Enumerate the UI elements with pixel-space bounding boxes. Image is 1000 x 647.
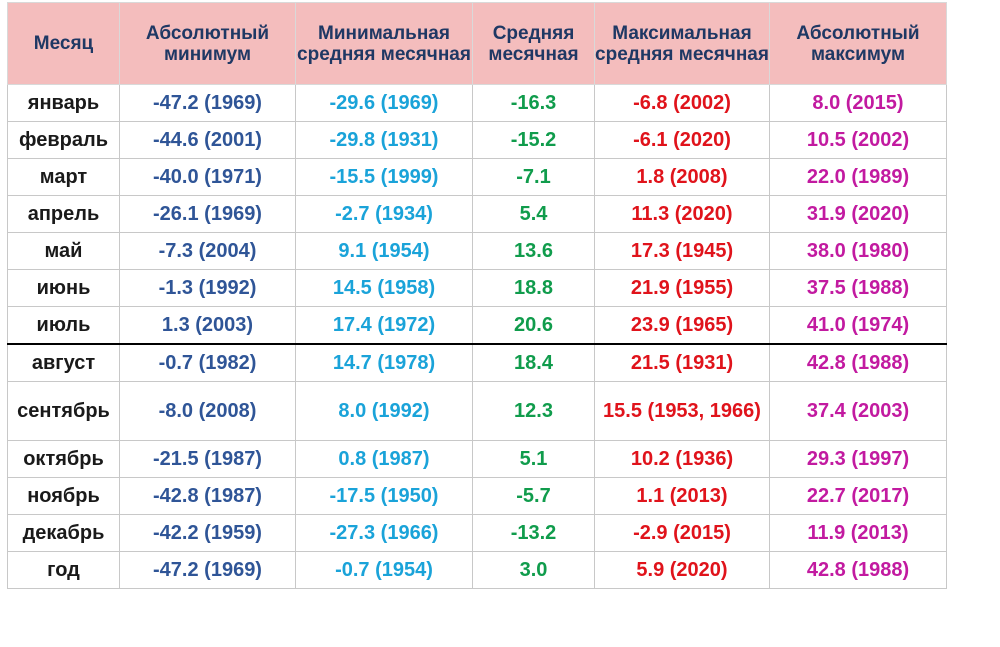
min-avg-cell: -17.5 (1950) xyxy=(295,477,473,515)
absolute-max-cell: 38.0 (1980) xyxy=(769,232,947,270)
month-cell: август xyxy=(7,343,120,382)
absolute-min-cell: -42.8 (1987) xyxy=(119,477,296,515)
absolute-max-cell: 31.9 (2020) xyxy=(769,195,947,233)
absolute-min-cell: -1.3 (1992) xyxy=(119,269,296,307)
absolute-min-cell: -0.7 (1982) xyxy=(119,343,296,382)
min-avg-cell: -15.5 (1999) xyxy=(295,158,473,196)
min-avg-cell: -27.3 (1966) xyxy=(295,514,473,552)
max-avg-cell: 17.3 (1945) xyxy=(594,232,770,270)
month-cell: июнь xyxy=(7,269,120,307)
min-avg-cell: 0.8 (1987) xyxy=(295,440,473,478)
table-row: январь -47.2 (1969) -29.6 (1969) -16.3 -… xyxy=(7,84,947,122)
absolute-min-cell: -42.2 (1959) xyxy=(119,514,296,552)
avg-cell: -15.2 xyxy=(472,121,595,159)
absolute-min-cell: -8.0 (2008) xyxy=(119,381,296,441)
table-row: март -40.0 (1971) -15.5 (1999) -7.1 1.8 … xyxy=(7,158,947,196)
absolute-max-cell: 10.5 (2002) xyxy=(769,121,947,159)
avg-cell: 18.8 xyxy=(472,269,595,307)
max-avg-cell: 21.9 (1955) xyxy=(594,269,770,307)
table-row: год -47.2 (1969) -0.7 (1954) 3.0 5.9 (20… xyxy=(7,551,947,589)
avg-cell: 12.3 xyxy=(472,381,595,441)
absolute-min-cell: -47.2 (1969) xyxy=(119,551,296,589)
absolute-min-cell: -26.1 (1969) xyxy=(119,195,296,233)
absolute-max-cell: 41.0 (1974) xyxy=(769,306,947,345)
table-row: апрель -26.1 (1969) -2.7 (1934) 5.4 11.3… xyxy=(7,195,947,233)
absolute-max-cell: 22.7 (2017) xyxy=(769,477,947,515)
max-avg-cell: 11.3 (2020) xyxy=(594,195,770,233)
absolute-min-cell: -40.0 (1971) xyxy=(119,158,296,196)
climate-table: Месяц Абсолютный минимум Минимальная сре… xyxy=(7,2,947,589)
min-avg-cell: 14.7 (1978) xyxy=(295,343,473,382)
max-avg-cell: 1.8 (2008) xyxy=(594,158,770,196)
month-cell: январь xyxy=(7,84,120,122)
min-avg-cell: 9.1 (1954) xyxy=(295,232,473,270)
table-row: июль 1.3 (2003) 17.4 (1972) 20.6 23.9 (1… xyxy=(7,306,947,345)
absolute-max-cell: 37.4 (2003) xyxy=(769,381,947,441)
min-avg-cell: 8.0 (1992) xyxy=(295,381,473,441)
absolute-min-cell: 1.3 (2003) xyxy=(119,306,296,345)
table-row: сентябрь -8.0 (2008) 8.0 (1992) 12.3 15.… xyxy=(7,381,947,441)
table-row: февраль -44.6 (2001) -29.8 (1931) -15.2 … xyxy=(7,121,947,159)
min-avg-cell: -2.7 (1934) xyxy=(295,195,473,233)
header-absolute-max: Абсолютный максимум xyxy=(769,2,947,85)
absolute-min-cell: -7.3 (2004) xyxy=(119,232,296,270)
month-cell: февраль xyxy=(7,121,120,159)
table-row: октябрь -21.5 (1987) 0.8 (1987) 5.1 10.2… xyxy=(7,440,947,478)
avg-cell: 3.0 xyxy=(472,551,595,589)
min-avg-cell: -29.8 (1931) xyxy=(295,121,473,159)
min-avg-cell: -0.7 (1954) xyxy=(295,551,473,589)
table-row: август -0.7 (1982) 14.7 (1978) 18.4 21.5… xyxy=(7,343,947,382)
absolute-min-cell: -44.6 (2001) xyxy=(119,121,296,159)
max-avg-cell: 1.1 (2013) xyxy=(594,477,770,515)
table-row: май -7.3 (2004) 9.1 (1954) 13.6 17.3 (19… xyxy=(7,232,947,270)
avg-cell: -7.1 xyxy=(472,158,595,196)
avg-cell: 5.1 xyxy=(472,440,595,478)
header-absolute-min: Абсолютный минимум xyxy=(119,2,296,85)
month-cell: апрель xyxy=(7,195,120,233)
absolute-max-cell: 42.8 (1988) xyxy=(769,343,947,382)
absolute-max-cell: 11.9 (2013) xyxy=(769,514,947,552)
avg-cell: -13.2 xyxy=(472,514,595,552)
month-cell: июль xyxy=(7,306,120,345)
max-avg-cell: -6.1 (2020) xyxy=(594,121,770,159)
max-avg-cell: 5.9 (2020) xyxy=(594,551,770,589)
max-avg-cell: 10.2 (1936) xyxy=(594,440,770,478)
min-avg-cell: 17.4 (1972) xyxy=(295,306,473,345)
table-row: ноябрь -42.8 (1987) -17.5 (1950) -5.7 1.… xyxy=(7,477,947,515)
header-min-avg: Минимальная средняя месячная xyxy=(295,2,473,85)
absolute-max-cell: 42.8 (1988) xyxy=(769,551,947,589)
month-cell: ноябрь xyxy=(7,477,120,515)
header-max-avg: Максимальная средняя месячная xyxy=(594,2,770,85)
min-avg-cell: -29.6 (1969) xyxy=(295,84,473,122)
avg-cell: -16.3 xyxy=(472,84,595,122)
header-month: Месяц xyxy=(7,2,120,85)
absolute-max-cell: 22.0 (1989) xyxy=(769,158,947,196)
max-avg-cell: 21.5 (1931) xyxy=(594,343,770,382)
avg-cell: 20.6 xyxy=(472,306,595,345)
month-cell: декабрь xyxy=(7,514,120,552)
table-row: июнь -1.3 (1992) 14.5 (1958) 18.8 21.9 (… xyxy=(7,269,947,307)
absolute-max-cell: 29.3 (1997) xyxy=(769,440,947,478)
avg-cell: -5.7 xyxy=(472,477,595,515)
header-row: Месяц Абсолютный минимум Минимальная сре… xyxy=(7,2,947,85)
min-avg-cell: 14.5 (1958) xyxy=(295,269,473,307)
max-avg-cell: 15.5 (1953, 1966) xyxy=(594,381,770,441)
absolute-max-cell: 37.5 (1988) xyxy=(769,269,947,307)
absolute-min-cell: -21.5 (1987) xyxy=(119,440,296,478)
month-cell: март xyxy=(7,158,120,196)
header-avg: Средняя месячная xyxy=(472,2,595,85)
month-cell: год xyxy=(7,551,120,589)
avg-cell: 18.4 xyxy=(472,343,595,382)
table-row: декабрь -42.2 (1959) -27.3 (1966) -13.2 … xyxy=(7,514,947,552)
month-cell: сентябрь xyxy=(7,381,120,441)
max-avg-cell: 23.9 (1965) xyxy=(594,306,770,345)
avg-cell: 5.4 xyxy=(472,195,595,233)
max-avg-cell: -6.8 (2002) xyxy=(594,84,770,122)
month-cell: октябрь xyxy=(7,440,120,478)
max-avg-cell: -2.9 (2015) xyxy=(594,514,770,552)
absolute-max-cell: 8.0 (2015) xyxy=(769,84,947,122)
avg-cell: 13.6 xyxy=(472,232,595,270)
month-cell: май xyxy=(7,232,120,270)
absolute-min-cell: -47.2 (1969) xyxy=(119,84,296,122)
